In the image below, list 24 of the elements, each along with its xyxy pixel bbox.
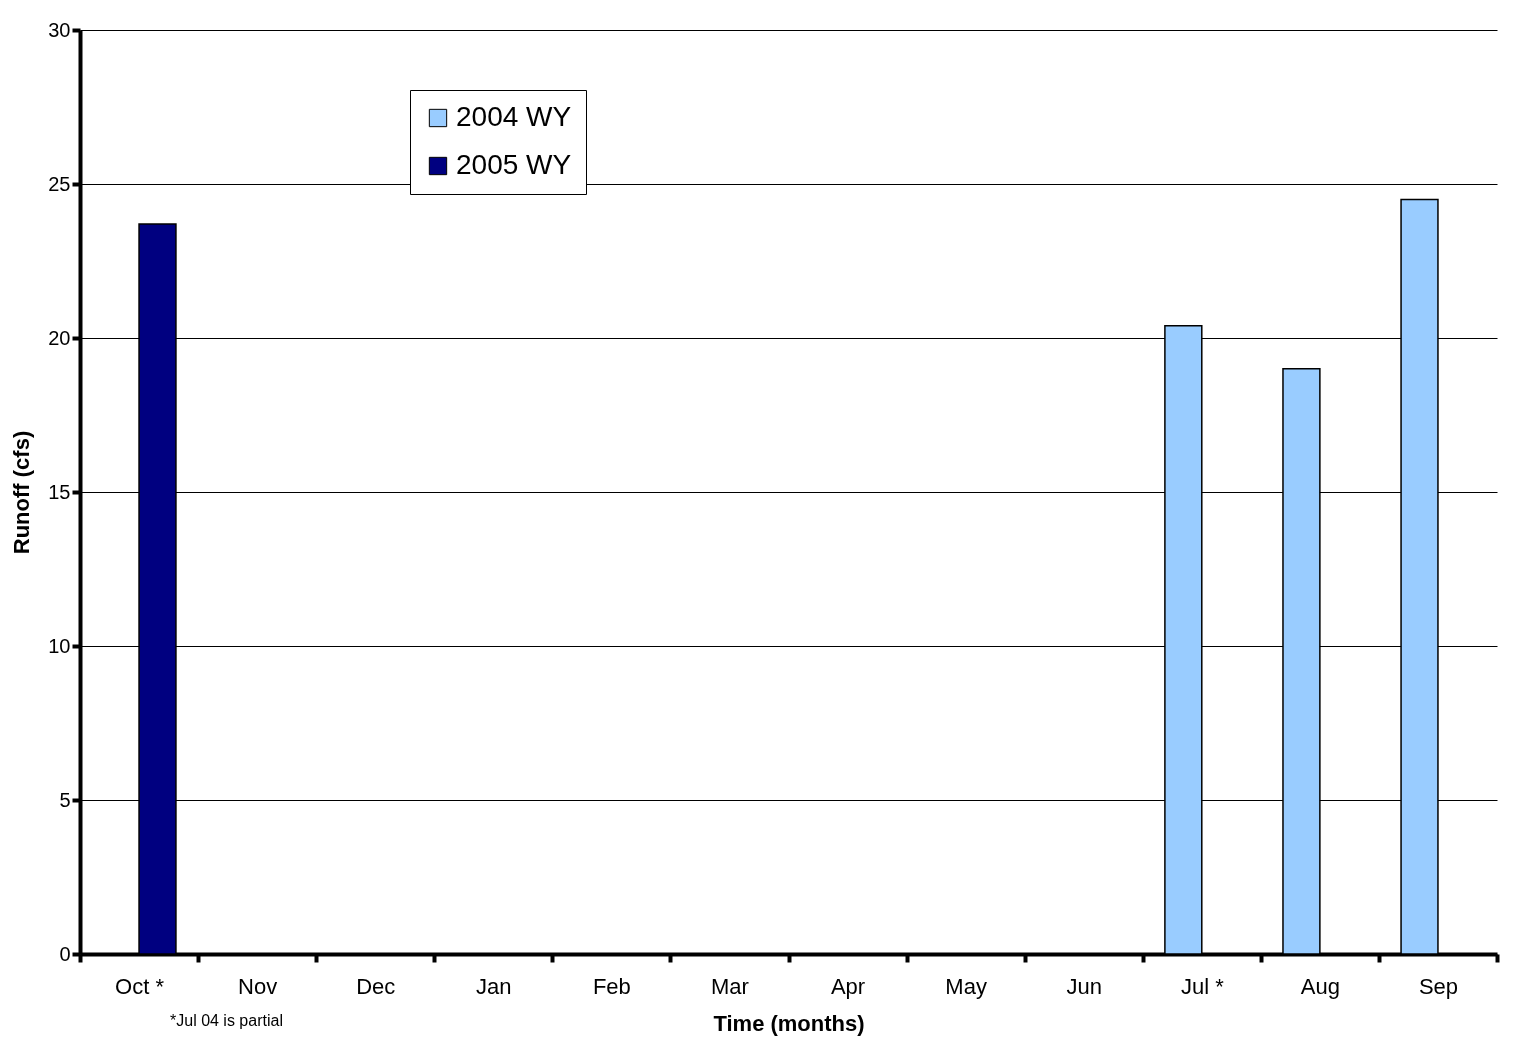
y-axis-title: Runoff (cfs) (9, 430, 35, 555)
x-tick-label: Feb (592, 973, 631, 999)
x-tick-label: May (945, 973, 987, 999)
y-tick-label: 5 (59, 788, 71, 811)
x-axis-title: Time (months) (713, 1010, 865, 1036)
x-tick-label: Nov (238, 973, 278, 999)
y-tick-label: 15 (48, 480, 71, 503)
x-tick-label: Jan (476, 973, 512, 999)
y-tick-label: 20 (48, 326, 71, 349)
x-tick-label: Dec (356, 973, 396, 999)
x-tick-label: Oct * (115, 973, 165, 999)
y-tick-label: 30 (48, 18, 71, 41)
x-tick-label: Aug (1300, 973, 1340, 999)
y-tick-label: 0 (59, 942, 71, 965)
x-tick-label: Jun (1066, 973, 1102, 999)
x-tick-label: Sep (1418, 973, 1459, 999)
legend-label: 2004 WY (456, 101, 572, 132)
y-tick-label: 25 (48, 172, 71, 195)
text: *Jul 04 is partial (170, 1012, 283, 1030)
legend-label: 2005 WY (456, 149, 572, 180)
x-tick-label: Mar (711, 973, 749, 999)
x-tick-label: Jul * (1180, 973, 1225, 999)
x-tick-label: Apr (830, 973, 866, 999)
y-tick-label: 10 (48, 634, 71, 657)
